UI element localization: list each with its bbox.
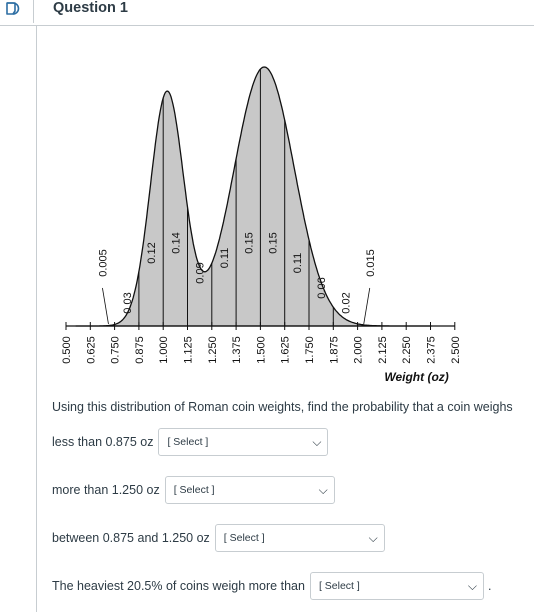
answer-select-3[interactable]: [ Select ] ⌵ bbox=[214, 524, 385, 552]
x-tick-label: 2.000 bbox=[353, 336, 365, 364]
leader-line bbox=[363, 287, 371, 325]
answer-select-2[interactable]: [ Select ] ⌵ bbox=[164, 476, 335, 504]
divider bbox=[36, 25, 37, 612]
item-label: The heaviest 20.5% of coins weigh more t… bbox=[52, 579, 305, 593]
x-tick-label: 0.500 bbox=[61, 336, 73, 364]
x-tick-label: 2.500 bbox=[450, 336, 462, 364]
bin-probability-label: 0.11 bbox=[219, 248, 231, 269]
x-tick-label: 2.250 bbox=[401, 336, 413, 364]
bin-probability-label: 0.11 bbox=[292, 253, 304, 274]
bin-probability-label: 0.015 bbox=[365, 249, 377, 277]
x-tick-label: 1.625 bbox=[280, 336, 292, 364]
answer-select-1[interactable]: [ Select ] ⌵ bbox=[158, 428, 329, 456]
chevron-down-icon: ⌵ bbox=[318, 482, 328, 497]
x-tick-label: 0.750 bbox=[110, 336, 122, 364]
x-tick-label: 1.875 bbox=[328, 336, 340, 364]
x-tick-label: 1.500 bbox=[255, 336, 267, 364]
question-item-3: between 0.875 and 1.250 oz [ Select ] ⌵ bbox=[52, 524, 385, 552]
x-tick-label: 2.375 bbox=[426, 336, 438, 364]
leader-line bbox=[102, 287, 109, 325]
item-label: less than 0.875 oz bbox=[52, 435, 154, 449]
question-item-1: less than 0.875 oz [ Select ] ⌵ bbox=[52, 428, 329, 456]
chevron-down-icon: ⌵ bbox=[312, 434, 322, 449]
bin-probability-label: 0.02 bbox=[340, 292, 352, 313]
select-value: [ Select ] bbox=[223, 532, 265, 544]
question-item-2: more than 1.250 oz [ Select ] ⌵ bbox=[52, 476, 335, 504]
x-tick-label: 1.375 bbox=[231, 336, 243, 364]
x-tick-label: 0.875 bbox=[134, 336, 146, 364]
select-value: [ Select ] bbox=[318, 580, 360, 592]
bin-probability-label: 0.06 bbox=[316, 277, 328, 298]
answer-select-4[interactable]: [ Select ] ⌵ bbox=[309, 572, 484, 600]
select-value: [ Select ] bbox=[173, 484, 215, 496]
x-tick-label: 1.000 bbox=[158, 336, 170, 364]
chevron-down-icon: ⌵ bbox=[368, 530, 378, 545]
bin-probability-label: 0.03 bbox=[122, 292, 134, 313]
question-header: Question 1 bbox=[0, 0, 534, 26]
distribution-chart: 0.500 0.625 0.750 0.875 1.000 1.125 1.250 1.375… bbox=[61, 66, 462, 384]
flag-question-button[interactable] bbox=[3, 0, 34, 23]
item-label: between 0.875 and 1.250 oz bbox=[52, 531, 210, 545]
sentence-period: . bbox=[487, 579, 492, 593]
bin-probability-label: 0.005 bbox=[97, 249, 109, 277]
bin-probability-label: 0.12 bbox=[146, 242, 158, 263]
question-item-4: The heaviest 20.5% of coins weigh more t… bbox=[52, 572, 491, 600]
bin-probability-label: 0.15 bbox=[243, 232, 255, 253]
x-tick-label: 1.125 bbox=[183, 336, 195, 364]
density-curve bbox=[75, 66, 432, 327]
chevron-down-icon: ⌵ bbox=[467, 578, 477, 593]
x-axis-title: Weight (oz) bbox=[384, 370, 448, 384]
bin-probability-label: 0.09 bbox=[195, 262, 207, 283]
x-tick-label: 2.125 bbox=[377, 336, 389, 364]
x-tick-label: 1.250 bbox=[207, 336, 219, 364]
question-title: Question 1 bbox=[53, 0, 128, 16]
question-prompt: Using this distribution of Roman coin we… bbox=[52, 400, 513, 414]
select-value: [ Select ] bbox=[167, 436, 209, 448]
bin-probability-label: 0.14 bbox=[170, 232, 182, 253]
item-label: more than 1.250 oz bbox=[52, 483, 160, 497]
x-tick-label: 0.625 bbox=[85, 336, 97, 364]
x-tick-label: 1.750 bbox=[304, 336, 316, 364]
bin-probability-label: 0.15 bbox=[268, 232, 280, 253]
flag-icon bbox=[6, 2, 20, 15]
